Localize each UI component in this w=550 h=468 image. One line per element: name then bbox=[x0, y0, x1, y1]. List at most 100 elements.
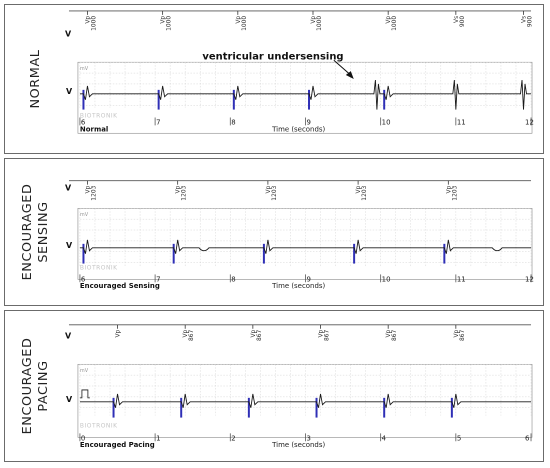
marker-code: Vp bbox=[265, 185, 272, 193]
panel-title-line-2: PACING bbox=[36, 360, 51, 411]
time-tick-label: 5 bbox=[457, 434, 461, 442]
grid bbox=[79, 62, 532, 108]
time-tick-label: 8 bbox=[231, 275, 235, 283]
panel-encouraged-sensing: ENCOURAGED SENSING V mV V BIOTRONIK Vp 120… bbox=[4, 158, 544, 306]
marker-code: Vp bbox=[385, 330, 392, 338]
marker-interval: 1000 bbox=[316, 16, 323, 31]
pace-spikes bbox=[82, 243, 446, 264]
undersensing-annotation: ventricular undersensing bbox=[202, 51, 343, 62]
marker-code: Vp bbox=[445, 185, 452, 193]
time-tick-label: 11 bbox=[457, 275, 466, 283]
time-axis-label: Time (seconds) bbox=[271, 441, 325, 449]
mode-label: Encouraged Sensing bbox=[80, 282, 160, 290]
marker-channel-label: V bbox=[65, 184, 72, 193]
marker-interval: 867 bbox=[391, 330, 398, 342]
marker-code: Vp bbox=[114, 330, 121, 338]
time-tick-label: 9 bbox=[306, 118, 310, 126]
unit-label: mV bbox=[80, 368, 89, 374]
egm-trace bbox=[79, 393, 532, 408]
marker-code: Vp bbox=[355, 185, 362, 193]
marker-code: Vp bbox=[250, 330, 257, 338]
unit-label: mV bbox=[80, 212, 89, 218]
egm-trace bbox=[79, 79, 532, 110]
panel-title-line-1: ENCOURAGED bbox=[20, 184, 35, 281]
time-tick-label: 2 bbox=[231, 434, 235, 442]
egm-channel-label: V bbox=[66, 87, 73, 96]
panel-title: ENCOURAGED SENSING bbox=[5, 159, 63, 305]
time-tick-label: 9 bbox=[306, 275, 310, 283]
pace-spikes bbox=[112, 397, 453, 418]
time-tick-label: 0 bbox=[81, 434, 85, 442]
ecg-strip: V mV V BIOTRONIK Vp Vp 867 Vp 867 Vp 867 Vp 867 V… bbox=[63, 311, 537, 461]
brand-watermark: BIOTRONIK bbox=[80, 113, 118, 120]
marker-interval: 1000 bbox=[166, 16, 173, 31]
time-tick-label: 11 bbox=[457, 118, 466, 126]
marker-interval: 1203 bbox=[451, 185, 458, 200]
time-tick-label: 3 bbox=[306, 434, 310, 442]
time-tick-label: 7 bbox=[156, 118, 160, 126]
panel-title-text: NORMAL bbox=[28, 49, 43, 108]
marker-code: Vp bbox=[175, 185, 182, 193]
marker-code: Vp bbox=[317, 330, 324, 338]
marker-code: Vp bbox=[160, 16, 167, 24]
marker-interval: 867 bbox=[323, 330, 330, 342]
marker-interval: 867 bbox=[188, 330, 195, 342]
time-tick-label: 6 bbox=[525, 434, 529, 442]
marker-code: Vp bbox=[84, 185, 91, 193]
marker-code: Vp bbox=[385, 16, 392, 24]
time-axis-label: Time (seconds) bbox=[271, 125, 325, 133]
ecg-strip: V mV V BIOTRONIK Vp 1000 Vp 1000 Vp 1000 Vp 100… bbox=[63, 5, 537, 153]
marker-code: Vp bbox=[84, 16, 91, 24]
marker-code: Vp bbox=[182, 330, 189, 338]
time-axis: 6 7 8 9 10 11 12 bbox=[79, 117, 534, 126]
time-tick-label: 6 bbox=[81, 118, 85, 126]
time-tick-label: 10 bbox=[382, 275, 391, 283]
pace-spikes bbox=[82, 89, 386, 110]
marker-code: Vp bbox=[453, 330, 460, 338]
marker-interval: 900 bbox=[459, 16, 466, 28]
time-tick-label: 4 bbox=[382, 434, 387, 442]
panel-encouraged-pacing: ENCOURAGED PACING V mV V BIOTRONIK Vp Vp 86… bbox=[4, 310, 544, 462]
marker-code: Vs bbox=[520, 16, 527, 23]
marker-interval: 1203 bbox=[90, 185, 97, 200]
egm-channel-label: V bbox=[66, 395, 73, 404]
marker-interval: 1203 bbox=[181, 185, 188, 200]
time-tick-label: 8 bbox=[231, 118, 235, 126]
time-axis: 6 7 8 9 10 11 12 bbox=[79, 274, 534, 283]
panel-title: ENCOURAGED PACING bbox=[5, 311, 63, 461]
time-tick-label: 7 bbox=[156, 275, 160, 283]
brand-watermark: BIOTRONIK bbox=[80, 265, 118, 272]
annotation-arrowhead bbox=[345, 71, 354, 79]
mode-label: Normal bbox=[80, 125, 108, 133]
panel-title-line-1: ENCOURAGED bbox=[20, 338, 35, 435]
marker-code: Vs bbox=[453, 16, 460, 23]
grid bbox=[79, 364, 532, 416]
mode-label: Encouraged Pacing bbox=[80, 441, 155, 449]
marker-interval: 1203 bbox=[361, 185, 368, 200]
marker-channel-label: V bbox=[65, 332, 72, 341]
brand-watermark: BIOTRONIK bbox=[80, 422, 118, 429]
time-axis-label: Time (seconds) bbox=[271, 282, 325, 290]
calibration-pulse bbox=[79, 389, 90, 399]
marker-interval: 867 bbox=[459, 330, 466, 342]
time-tick-label: 12 bbox=[525, 118, 534, 126]
marker-interval: 1203 bbox=[271, 185, 278, 200]
panel-normal: NORMAL V mV V BIOTRONIK Vp 1000 Vp 1000 Vp 10… bbox=[4, 4, 544, 154]
time-tick-label: 6 bbox=[81, 275, 85, 283]
panel-title-line-2: SENSING bbox=[36, 201, 51, 262]
time-tick-label: 12 bbox=[525, 275, 534, 283]
egm-channel-label: V bbox=[66, 241, 73, 250]
marker-interval: 1000 bbox=[241, 16, 248, 31]
marker-interval: 1000 bbox=[90, 16, 97, 31]
time-tick-label: 1 bbox=[156, 434, 160, 442]
panel-title: NORMAL bbox=[5, 5, 63, 153]
marker-interval: 900 bbox=[526, 16, 533, 28]
marker-channel-label: V bbox=[65, 30, 72, 39]
marker-code: Vp bbox=[310, 16, 317, 24]
